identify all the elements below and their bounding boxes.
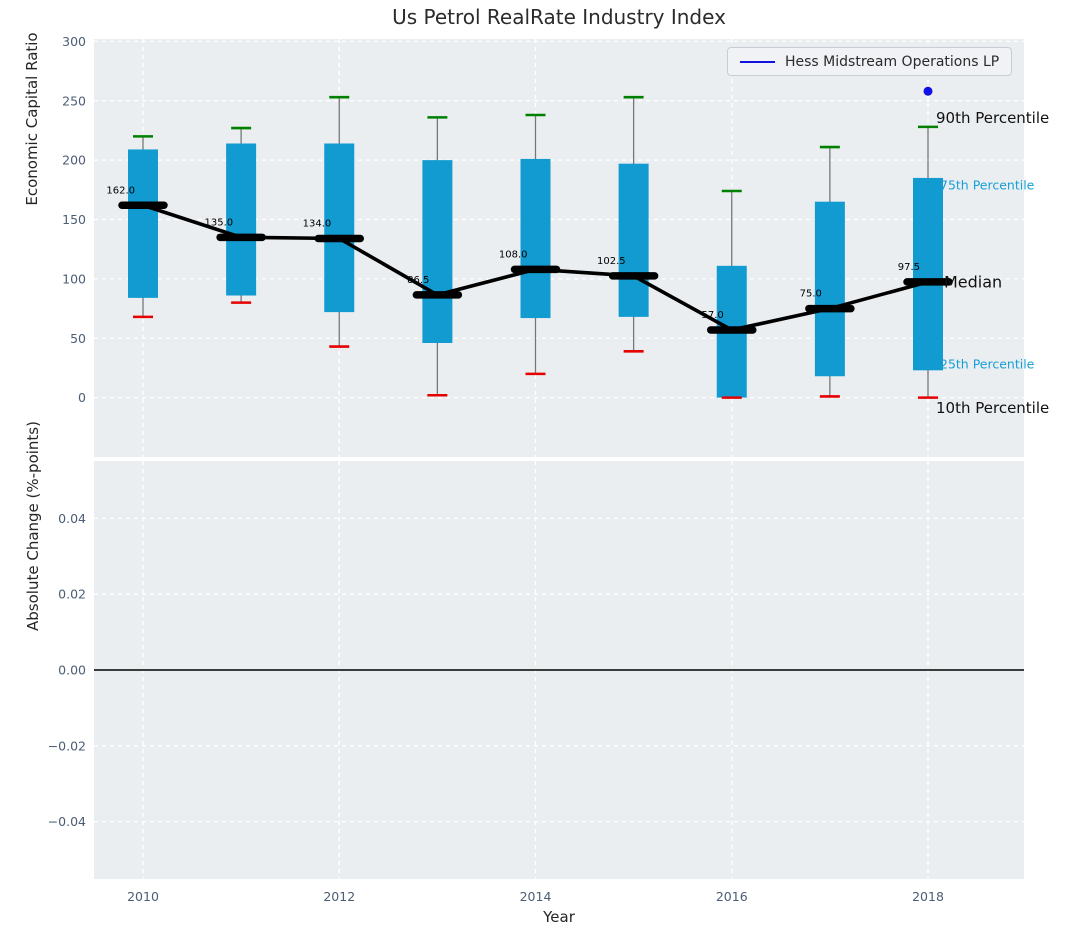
x-tick-label: 2016	[716, 889, 748, 904]
x-tick-label: 2010	[127, 889, 159, 904]
top-y-tick-label: 200	[62, 153, 86, 168]
annotation-75th-percentile: 75th Percentile	[940, 177, 1035, 193]
bottom-y-tick-label: −0.04	[48, 814, 86, 829]
top-y-tick-label: 150	[62, 212, 86, 227]
legend-label: Hess Midstream Operations LP	[785, 53, 1000, 70]
bottom-y-axis-label: Absolute Change (%-points)	[24, 421, 42, 631]
top-y-tick-label: 300	[62, 34, 86, 49]
top-y-tick-label: 0	[78, 390, 86, 405]
annotation-median: Median	[944, 272, 1003, 292]
bottom-y-tick-label: 0.02	[58, 587, 86, 602]
annotation-25th-percentile: 25th Percentile	[940, 356, 1035, 372]
top-y-tick-label: 250	[62, 93, 86, 108]
top-y-axis-label: Economic Capital Ratio	[23, 32, 41, 206]
chart-title: Us Petrol RealRate Industry Index	[392, 5, 726, 29]
bottom-y-tick-label: 0.04	[58, 511, 86, 526]
legend-line-swatch	[740, 60, 775, 63]
top-y-tick-label: 50	[70, 331, 86, 346]
bottom-y-tick-label: 0.00	[58, 663, 86, 678]
top-y-tick-label: 100	[62, 271, 86, 286]
annotation-10th-percentile: 10th Percentile	[936, 398, 1050, 417]
x-tick-label: 2018	[912, 889, 944, 904]
x-tick-label: 2014	[520, 889, 552, 904]
bottom-y-tick-label: −0.02	[48, 738, 86, 753]
annotation-90th-percentile: 90th Percentile	[936, 108, 1050, 127]
legend: Hess Midstream Operations LP	[727, 47, 1013, 76]
top-plot-area	[94, 39, 1024, 457]
bottom-plot-area	[94, 461, 1024, 879]
x-axis-label: Year	[543, 908, 575, 926]
x-tick-label: 2012	[323, 889, 355, 904]
